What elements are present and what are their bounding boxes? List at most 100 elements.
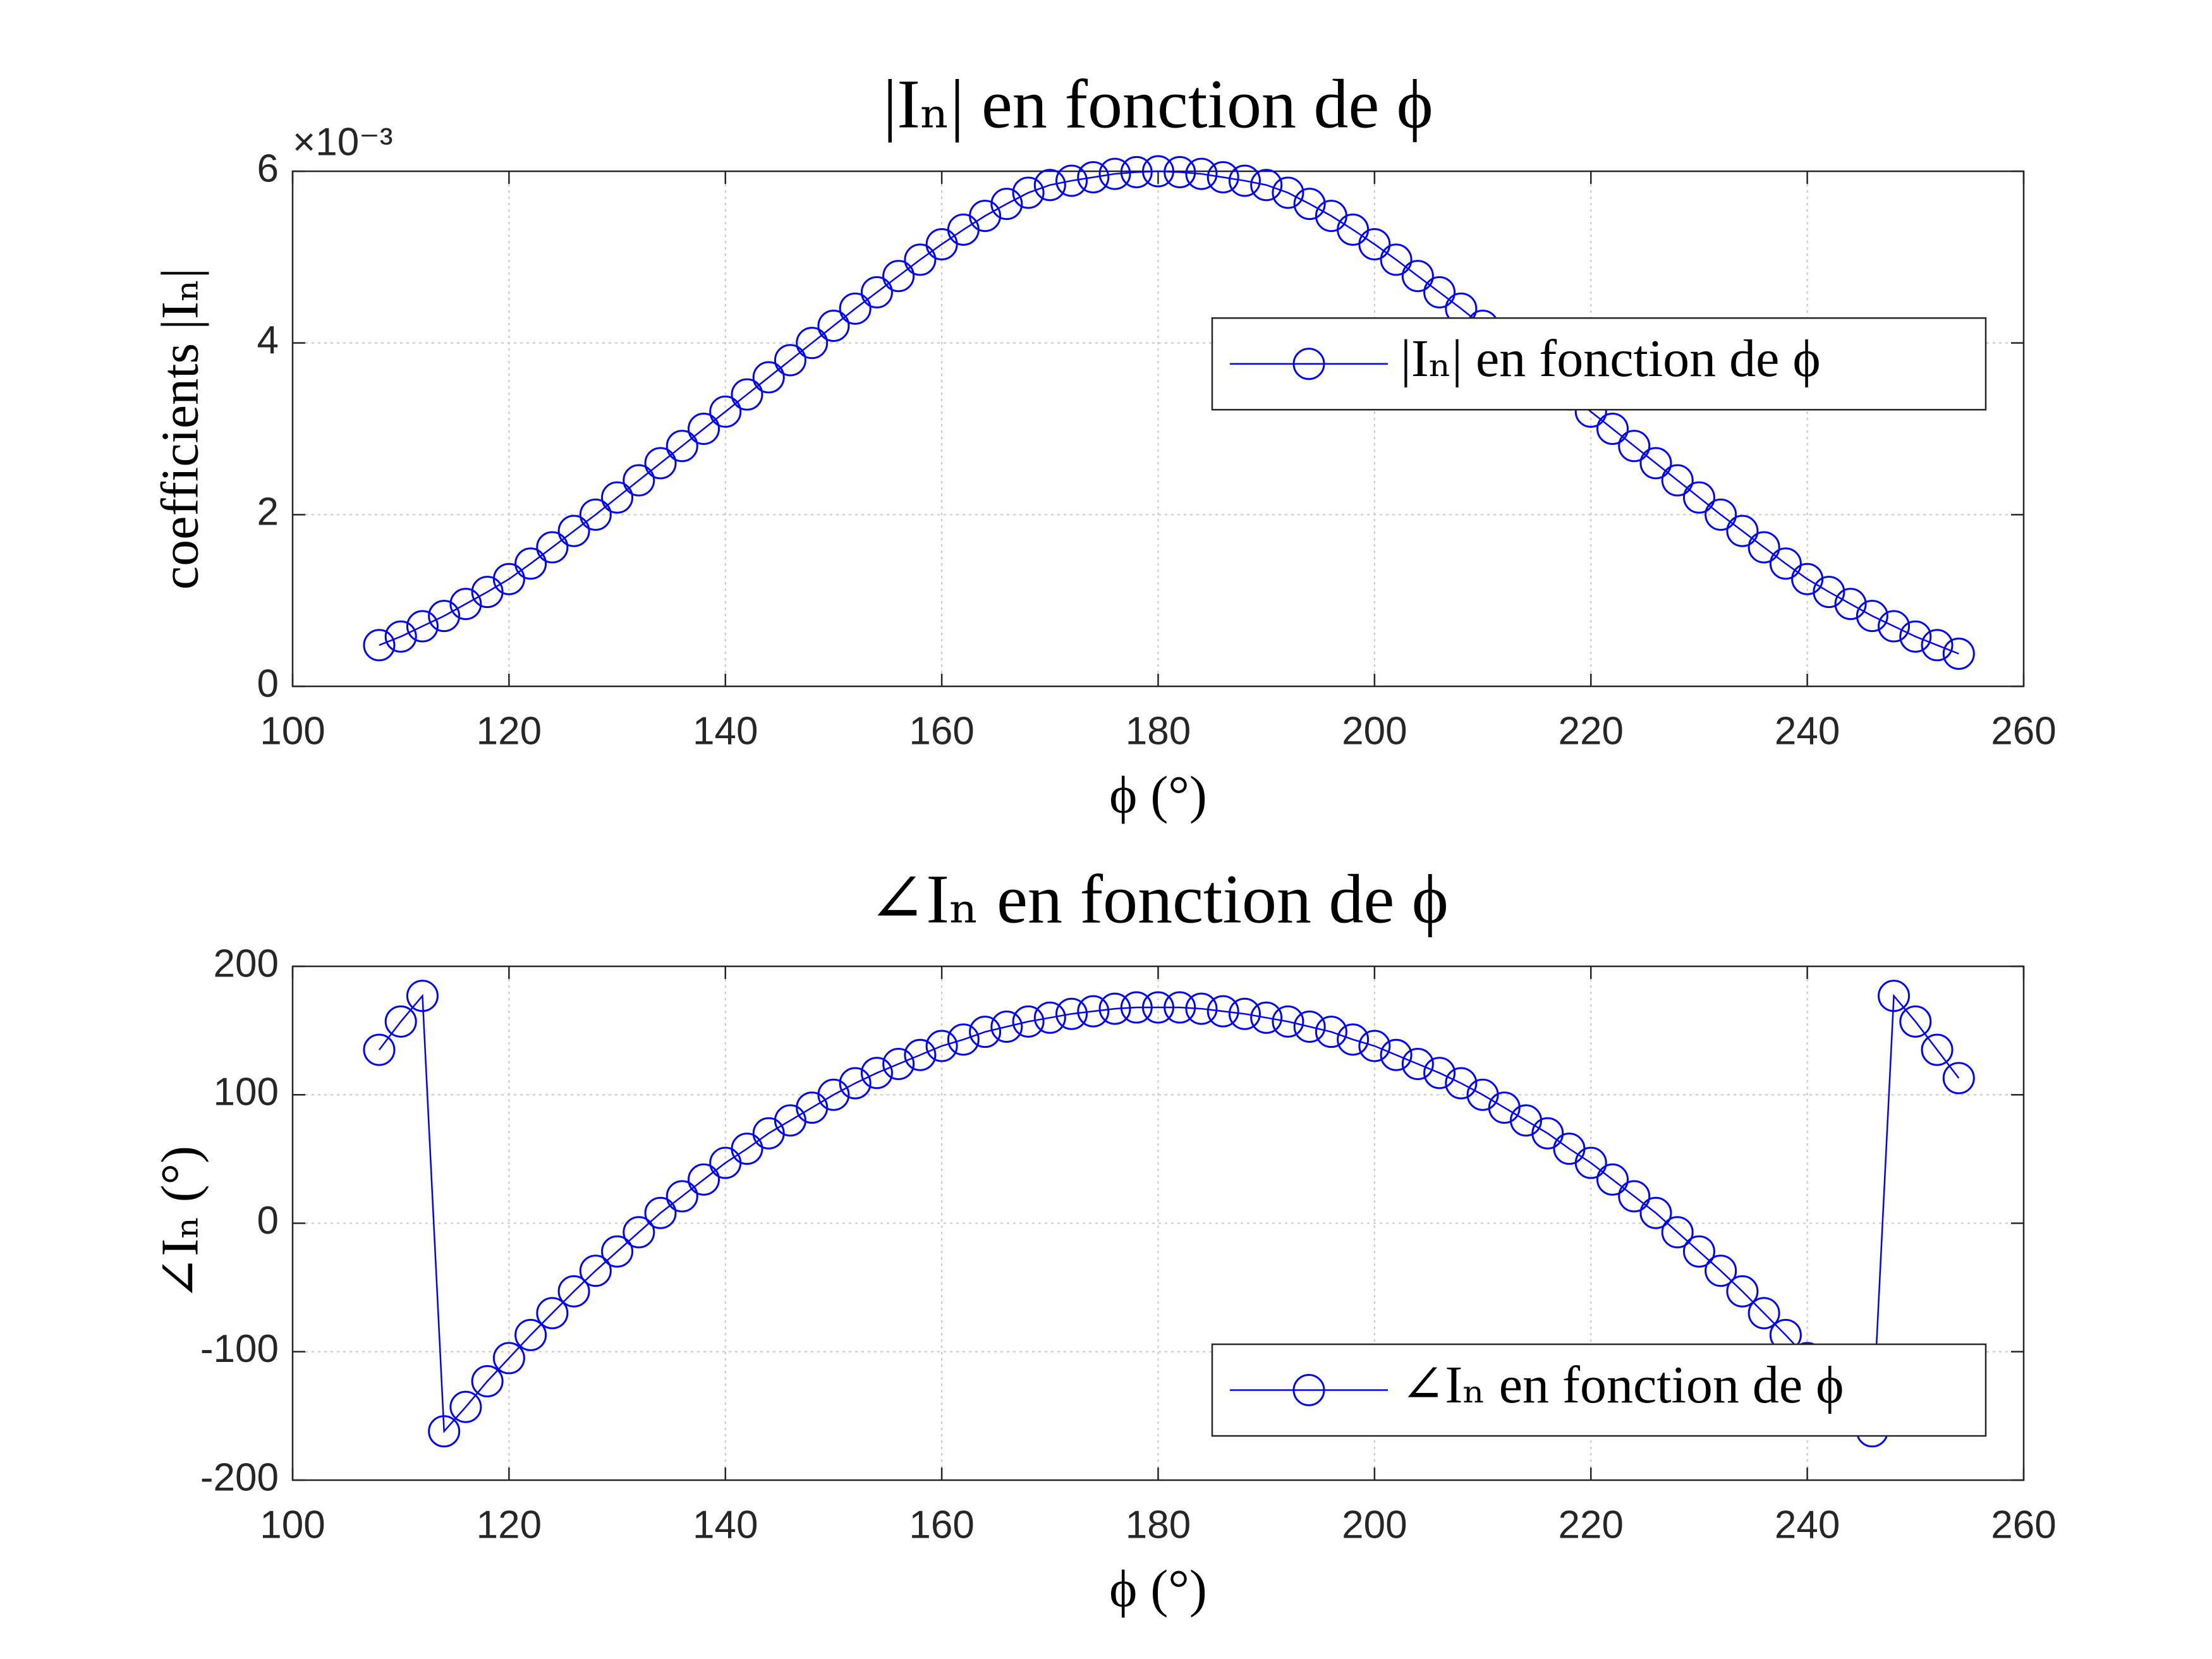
data-marker [1033, 169, 1066, 202]
data-line [379, 170, 1959, 655]
data-marker [1682, 481, 1715, 514]
data-marker [1077, 161, 1110, 194]
data-marker [990, 1011, 1023, 1043]
data-marker [1423, 1057, 1456, 1090]
data-marker [1639, 447, 1672, 480]
data-marker [363, 629, 396, 662]
data-marker [1401, 260, 1434, 293]
x-tick-label: 200 [1342, 1503, 1407, 1547]
data-marker [688, 413, 720, 445]
data-marker [1705, 1255, 1737, 1287]
data-marker [363, 1033, 396, 1066]
data-marker [1293, 1011, 1326, 1043]
data-marker [1206, 995, 1239, 1028]
data-marker [904, 243, 937, 276]
data-marker [1769, 547, 1802, 580]
x-tick-label: 160 [909, 709, 974, 753]
x-tick-label: 200 [1342, 709, 1407, 753]
data-marker [601, 1235, 634, 1268]
x-tick-label: 260 [1991, 709, 2056, 753]
data-marker [1185, 157, 1218, 190]
data-marker [1098, 992, 1131, 1025]
data-marker [1747, 531, 1780, 564]
x-tick-label: 100 [260, 1503, 325, 1547]
data-marker [969, 200, 1002, 233]
y-tick-label: 200 [214, 942, 279, 985]
data-marker [925, 1030, 958, 1062]
data-marker [752, 361, 785, 394]
legend-swatch-marker [1292, 348, 1325, 380]
x-tick-label: 160 [909, 1503, 974, 1547]
data-marker [1856, 600, 1888, 633]
data-marker [384, 1005, 417, 1038]
data-marker [839, 292, 872, 325]
data-marker [796, 327, 829, 360]
data-marker [1921, 1033, 1954, 1066]
data-marker [1596, 1163, 1629, 1196]
data-marker [990, 188, 1023, 221]
legend-label: |Iₙ| en fonction de ϕ [1401, 329, 1821, 388]
data-marker [1358, 228, 1391, 260]
data-marker [774, 344, 806, 377]
data-marker [1899, 1005, 1932, 1038]
data-marker [1661, 1216, 1694, 1249]
data-marker [1380, 243, 1413, 276]
data-marker [1315, 1016, 1347, 1048]
axes-box [291, 965, 2025, 1481]
y-axis-label: ∠Iₙ (°) [150, 1146, 209, 1301]
data-marker [1682, 1235, 1715, 1268]
data-marker [1574, 1146, 1607, 1179]
x-tick-label: 140 [693, 709, 758, 753]
data-marker [1206, 161, 1239, 194]
x-tick-label: 180 [1126, 1503, 1191, 1547]
data-marker [644, 1196, 677, 1229]
data-marker [904, 1038, 937, 1071]
data-marker [969, 1016, 1002, 1048]
data-marker [817, 310, 850, 342]
data-marker [860, 276, 893, 309]
data-marker [1661, 464, 1694, 497]
data-marker [449, 1390, 482, 1423]
data-line [378, 994, 1960, 1433]
x-tick-label: 240 [1775, 1503, 1840, 1547]
data-marker [1531, 1117, 1564, 1150]
y-axis-label: coefficients |Iₙ| [150, 268, 209, 590]
data-marker [557, 1275, 590, 1308]
x-tick-label: 220 [1559, 1503, 1624, 1547]
plot-area [293, 171, 2024, 686]
y-tick-label: 6 [257, 147, 279, 190]
data-marker [1899, 620, 1932, 653]
data-marker [709, 395, 742, 428]
data-marker [1878, 610, 1911, 643]
data-marker [947, 1023, 980, 1056]
data-marker [1142, 991, 1174, 1024]
data-marker [1098, 157, 1131, 190]
data-marker [1164, 991, 1196, 1024]
x-axis-label: ϕ (°) [1109, 1559, 1207, 1618]
y-tick-label: 0 [257, 1199, 279, 1243]
data-marker [1878, 980, 1911, 1012]
data-marker [406, 610, 439, 643]
data-marker [860, 1057, 893, 1090]
data-marker [1077, 995, 1110, 1028]
data-marker [1228, 997, 1261, 1030]
data-marker [1012, 176, 1045, 209]
data-marker [471, 1364, 504, 1397]
data-marker [1942, 1062, 1975, 1095]
data-marker [839, 1067, 872, 1100]
legend-label: ∠Iₙ en fonction de ϕ [1401, 1356, 1844, 1414]
legend: ∠Iₙ en fonction de ϕ [1211, 1343, 1987, 1437]
x-tick-label: 120 [477, 709, 542, 753]
data-marker [1618, 430, 1651, 463]
data-marker [623, 1216, 655, 1249]
data-marker [492, 562, 525, 595]
data-marker [1337, 1023, 1370, 1056]
data-marker [1401, 1047, 1434, 1080]
data-marker [1250, 169, 1283, 202]
data-marker [514, 1318, 547, 1351]
x-tick-label: 100 [260, 709, 325, 753]
y-tick-label: 100 [214, 1071, 279, 1114]
y-tick-label: 0 [257, 662, 279, 705]
data-marker [1380, 1038, 1413, 1071]
